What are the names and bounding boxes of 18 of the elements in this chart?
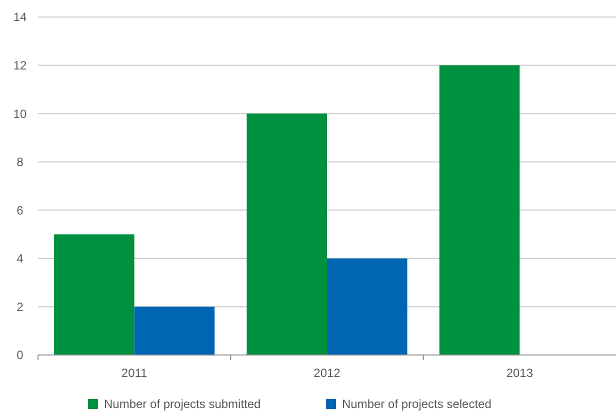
y-tick-label: 12 <box>13 58 27 72</box>
y-tick-label: 4 <box>16 252 24 266</box>
bar <box>54 234 134 355</box>
legend-label: Number of projects selected <box>342 397 492 411</box>
bar <box>134 306 215 355</box>
y-tick-label: 0 <box>16 348 24 362</box>
y-tick-label: 2 <box>16 300 24 314</box>
legend-label: Number of projects submitted <box>104 397 261 411</box>
bar <box>439 65 520 355</box>
y-tick-label: 8 <box>16 155 24 170</box>
bar <box>246 114 327 355</box>
x-tick-label: 2012 <box>314 366 341 380</box>
y-tick-label: 6 <box>16 203 24 218</box>
y-tick-label: 10 <box>13 106 27 121</box>
y-tick-label: 14 <box>13 10 27 24</box>
bar <box>327 258 408 355</box>
x-tick-label: 2011 <box>121 366 148 380</box>
x-tick-label: 2013 <box>506 366 534 380</box>
